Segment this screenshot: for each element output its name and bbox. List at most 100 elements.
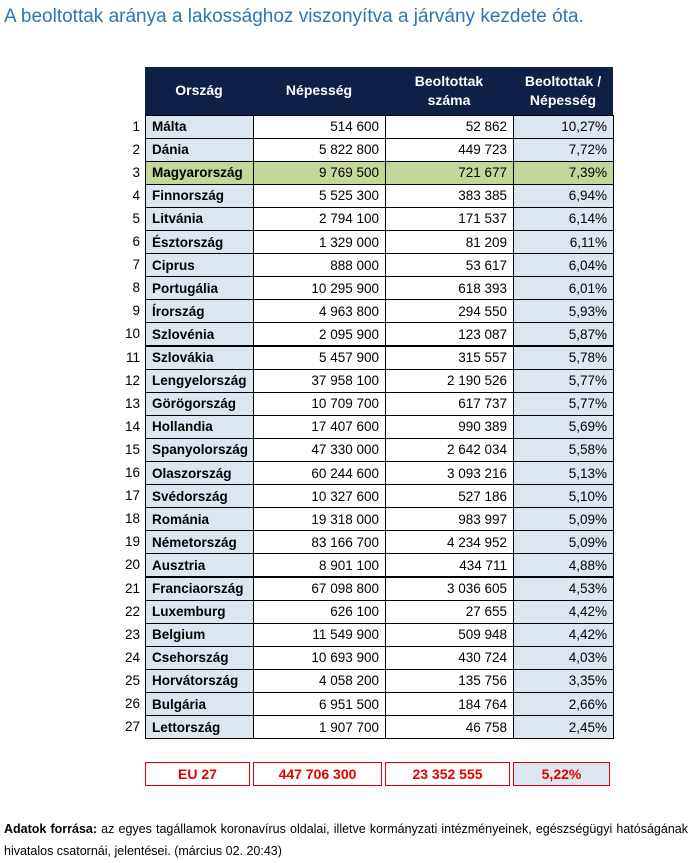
number-cell: 2 642 034: [385, 437, 514, 462]
country-cell: Litvánia: [145, 206, 254, 231]
number-cell: 2,66%: [513, 692, 614, 717]
footer-text: az egyes tagállamok koronavírus oldalai,…: [4, 822, 688, 858]
number-cell: 721 677: [385, 160, 514, 185]
footer-label: Adatok forrása:: [4, 822, 98, 836]
number-cell: 1 329 000: [253, 230, 386, 255]
number-cell: 4,88%: [513, 553, 614, 578]
header-text: Beoltottak száma: [414, 72, 484, 108]
rank: 9: [132, 303, 140, 319]
rank: 1: [132, 118, 140, 134]
number-cell: 7,39%: [513, 160, 614, 185]
rank: 11: [125, 349, 140, 365]
number-cell: 37 958 100: [253, 368, 386, 393]
number-cell: 11 549 900: [253, 622, 386, 647]
country-cell: Franciaország: [145, 576, 254, 601]
country-cell: Magyarország: [145, 160, 254, 185]
number-cell: 123 087: [385, 322, 514, 347]
number-cell: 434 711: [385, 553, 514, 578]
number-cell: 2 095 900: [253, 322, 386, 347]
number-cell: 2 794 100: [253, 206, 386, 231]
country-cell: Luxemburg: [145, 599, 254, 624]
country-cell: Németország: [145, 530, 254, 555]
country-cell: Szlovénia: [145, 322, 254, 347]
rank: 8: [132, 280, 140, 296]
rank: 20: [124, 557, 140, 573]
header-text: Beoltottak / Népesség: [524, 72, 602, 108]
rank: 4: [132, 187, 140, 203]
number-cell: 4,42%: [513, 622, 614, 647]
number-cell: 2 190 526: [385, 368, 514, 393]
number-cell: 315 557: [385, 345, 514, 370]
number-cell: 171 537: [385, 206, 514, 231]
country-cell: Csehország: [145, 645, 254, 670]
number-cell: 5,87%: [513, 322, 614, 347]
rank: 7: [132, 257, 140, 273]
number-cell: 626 100: [253, 599, 386, 624]
country-cell: Ciprus: [145, 253, 254, 278]
number-cell: 294 550: [385, 299, 514, 324]
country-cell: Svédország: [145, 484, 254, 509]
rank: 19: [124, 534, 140, 550]
number-cell: 5,10%: [513, 484, 614, 509]
number-cell: 52 862: [385, 114, 514, 139]
number-cell: 135 756: [385, 668, 514, 693]
country-cell: Finnország: [145, 183, 254, 208]
number-cell: 6,94%: [513, 183, 614, 208]
number-cell: 27 655: [385, 599, 514, 624]
number-cell: 17 407 600: [253, 414, 386, 439]
column-header: Beoltottak száma: [385, 67, 513, 115]
number-cell: 6,14%: [513, 206, 614, 231]
number-cell: 618 393: [385, 276, 514, 301]
country-cell: Spanyolország: [145, 437, 254, 462]
header-text: Ország: [175, 82, 223, 99]
number-cell: 5,78%: [513, 345, 614, 370]
rank: 26: [124, 696, 140, 712]
number-cell: 5 525 300: [253, 183, 386, 208]
country-cell: Bulgária: [145, 692, 254, 717]
country-cell: Portugália: [145, 276, 254, 301]
number-cell: 617 737: [385, 391, 514, 416]
number-cell: 53 617: [385, 253, 514, 278]
number-cell: 83 166 700: [253, 530, 386, 555]
column-header: Beoltottak / Népesség: [513, 67, 613, 115]
number-cell: 1 907 700: [253, 715, 386, 740]
country-cell: Dánia: [145, 137, 254, 162]
number-cell: 47 330 000: [253, 437, 386, 462]
number-cell: 5,09%: [513, 507, 614, 532]
number-cell: 7,72%: [513, 137, 614, 162]
number-cell: 9 769 500: [253, 160, 386, 185]
number-cell: 10 327 600: [253, 484, 386, 509]
rank: 14: [124, 418, 140, 434]
total-cell: 5,22%: [513, 762, 610, 786]
rank: 3: [132, 164, 140, 180]
number-cell: 2,45%: [513, 715, 614, 740]
footer: Adatok forrása: az egyes tagállamok koro…: [4, 818, 688, 862]
number-cell: 6,04%: [513, 253, 614, 278]
number-cell: 5,77%: [513, 368, 614, 393]
rank: 24: [124, 649, 140, 665]
header-text: Népesség: [285, 82, 353, 99]
rank: 12: [124, 372, 140, 388]
number-cell: 6 951 500: [253, 692, 386, 717]
number-cell: 5,69%: [513, 414, 614, 439]
number-cell: 3 036 605: [385, 576, 514, 601]
number-cell: 184 764: [385, 692, 514, 717]
number-cell: 4 963 800: [253, 299, 386, 324]
number-cell: 67 098 800: [253, 576, 386, 601]
number-cell: 527 186: [385, 484, 514, 509]
number-cell: 81 209: [385, 230, 514, 255]
number-cell: 10 709 700: [253, 391, 386, 416]
column-header: Ország: [145, 67, 253, 115]
number-cell: 5,77%: [513, 391, 614, 416]
country-cell: Hollandia: [145, 414, 254, 439]
number-cell: 5,13%: [513, 461, 614, 486]
number-cell: 4 058 200: [253, 668, 386, 693]
rank: 18: [124, 511, 140, 527]
number-cell: 10 295 900: [253, 276, 386, 301]
rank: 22: [124, 603, 140, 619]
number-cell: 46 758: [385, 715, 514, 740]
number-cell: 10 693 900: [253, 645, 386, 670]
number-cell: 888 000: [253, 253, 386, 278]
number-cell: 6,11%: [513, 230, 614, 255]
country-cell: Szlovákia: [145, 345, 254, 370]
